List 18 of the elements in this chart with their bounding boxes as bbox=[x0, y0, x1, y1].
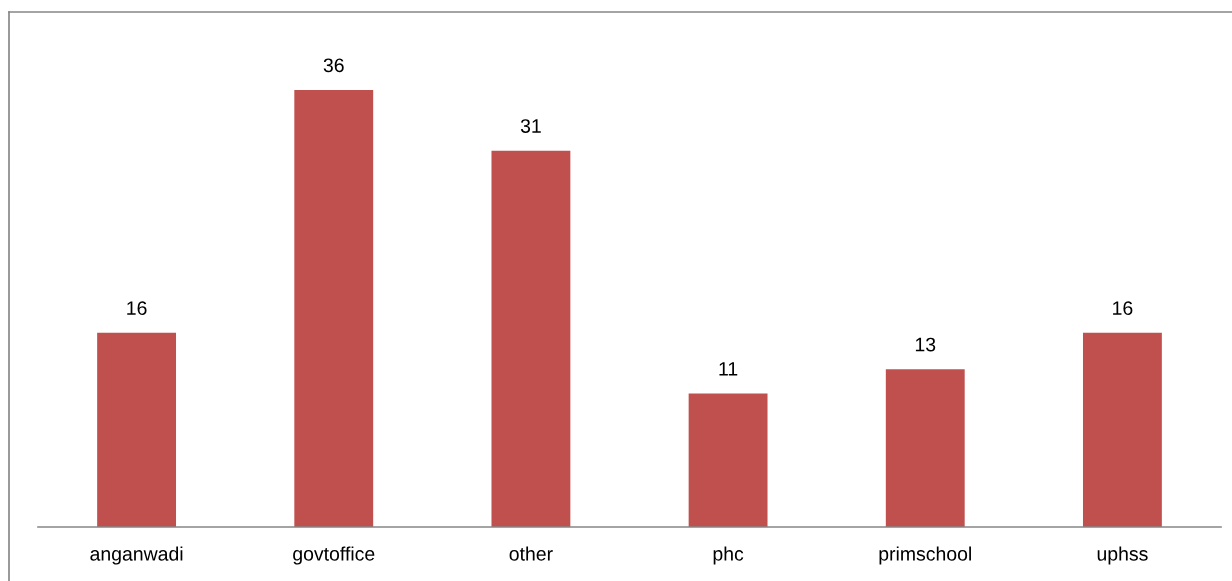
bar bbox=[491, 150, 571, 527]
data-label: 16 bbox=[127, 301, 147, 316]
bar bbox=[885, 369, 965, 527]
x-tick-label: other bbox=[509, 546, 553, 561]
bar bbox=[97, 332, 177, 527]
x-tick-label: phc bbox=[713, 546, 744, 565]
bar bbox=[294, 89, 374, 527]
data-label: 36 bbox=[323, 58, 344, 73]
data-label: 16 bbox=[1113, 301, 1133, 316]
x-tick-label: anganwadi bbox=[90, 546, 183, 565]
x-tick-label: primschool bbox=[879, 546, 971, 565]
x-tick-label: govtoffice bbox=[293, 546, 375, 565]
bar bbox=[1082, 332, 1162, 527]
data-label: 31 bbox=[520, 119, 541, 133]
data-label: 11 bbox=[719, 362, 738, 376]
x-tick-label: uphss bbox=[1097, 546, 1148, 565]
data-label: 13 bbox=[915, 337, 936, 352]
bar bbox=[688, 393, 768, 527]
